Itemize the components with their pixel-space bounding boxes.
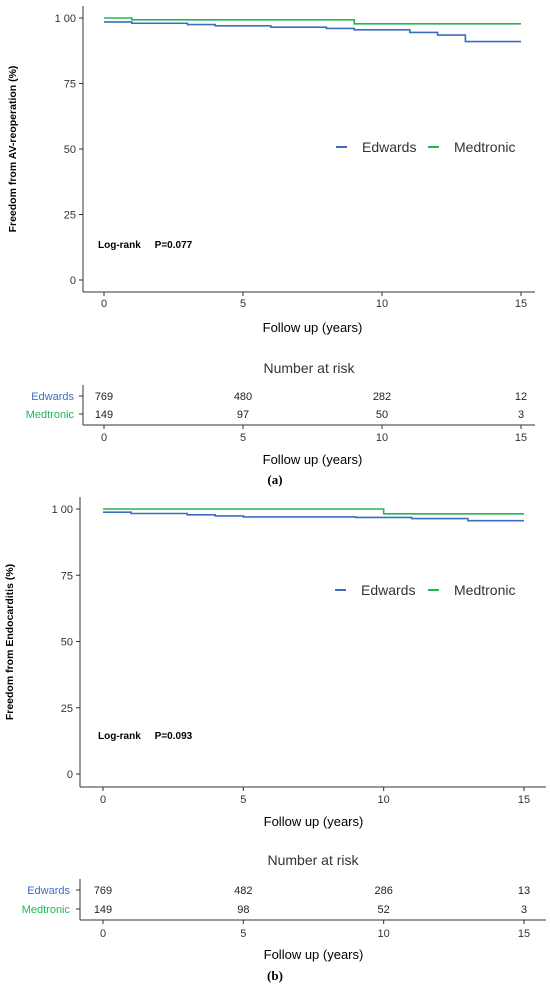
risk-group-medtronic: Medtronic (26, 409, 75, 421)
legend-label-edwards: Edwards (361, 582, 415, 598)
y-tick-label: 1 00 (55, 13, 76, 25)
x-tick-label: 15 (518, 794, 530, 806)
subfigure-label: (b) (267, 968, 283, 983)
km-curve-medtronic (103, 508, 524, 515)
x-tick-label: 5 (240, 298, 246, 310)
subfigure-label: (a) (267, 472, 282, 487)
km-curve-edwards (104, 21, 521, 43)
risk-x-tick-label: 5 (240, 432, 246, 444)
legend-label-medtronic: Medtronic (454, 139, 515, 155)
legend-label-edwards: Edwards (362, 139, 416, 155)
risk-count: 480 (234, 391, 252, 403)
km-curve-medtronic (104, 17, 521, 25)
risk-count: 52 (378, 904, 390, 916)
risk-x-tick-label: 10 (376, 432, 388, 444)
risk-count: 12 (515, 391, 527, 403)
y-axis-label: Freedom from AV-reoperation (%) (7, 66, 19, 233)
x-tick-label: 0 (100, 794, 106, 806)
risk-table-title: Number at risk (263, 360, 355, 376)
risk-count: 149 (94, 904, 112, 916)
km-curve-edwards (103, 511, 524, 522)
risk-count: 769 (94, 885, 112, 897)
risk-x-tick-label: 15 (518, 928, 530, 940)
y-tick-label: 25 (64, 210, 76, 222)
risk-count: 3 (518, 409, 524, 421)
y-tick-label: 0 (67, 769, 73, 781)
risk-x-axis-label: Follow up (years) (264, 947, 364, 962)
risk-group-edwards: Edwards (27, 885, 70, 897)
risk-count: 282 (373, 391, 391, 403)
risk-count: 286 (374, 885, 392, 897)
y-tick-label: 50 (64, 144, 76, 156)
risk-x-tick-label: 15 (515, 432, 527, 444)
risk-count: 97 (237, 409, 249, 421)
risk-count: 769 (95, 391, 113, 403)
risk-count: 13 (518, 885, 530, 897)
x-axis-label: Follow up (years) (263, 320, 363, 335)
x-tick-label: 15 (515, 298, 527, 310)
risk-group-edwards: Edwards (31, 391, 74, 403)
x-tick-label: 10 (376, 298, 388, 310)
risk-count: 50 (376, 409, 388, 421)
y-tick-label: 75 (64, 79, 76, 91)
risk-x-axis-label: Follow up (years) (263, 452, 363, 467)
risk-table-title: Number at risk (267, 852, 359, 868)
risk-group-medtronic: Medtronic (22, 904, 71, 916)
y-tick-label: 50 (61, 637, 73, 649)
y-tick-label: 1 00 (52, 504, 73, 516)
risk-count: 482 (234, 885, 252, 897)
x-tick-label: 10 (378, 794, 390, 806)
logrank-annotation: Log-rank P=0.077 (98, 240, 193, 251)
y-tick-label: 25 (61, 703, 73, 715)
logrank-annotation: Log-rank P=0.093 (98, 731, 193, 742)
y-axis-label: Freedom from Endocarditis (%) (4, 564, 16, 720)
y-tick-label: 75 (61, 570, 73, 582)
risk-count: 149 (95, 409, 113, 421)
legend-label-medtronic: Medtronic (454, 582, 515, 598)
x-axis-label: Follow up (years) (264, 814, 364, 829)
risk-count: 3 (521, 904, 527, 916)
risk-x-tick-label: 0 (101, 432, 107, 444)
x-tick-label: 0 (101, 298, 107, 310)
risk-x-tick-label: 5 (240, 928, 246, 940)
x-tick-label: 5 (240, 794, 246, 806)
risk-count: 98 (237, 904, 249, 916)
y-tick-label: 0 (70, 275, 76, 287)
risk-x-tick-label: 10 (378, 928, 390, 940)
risk-x-tick-label: 0 (100, 928, 106, 940)
